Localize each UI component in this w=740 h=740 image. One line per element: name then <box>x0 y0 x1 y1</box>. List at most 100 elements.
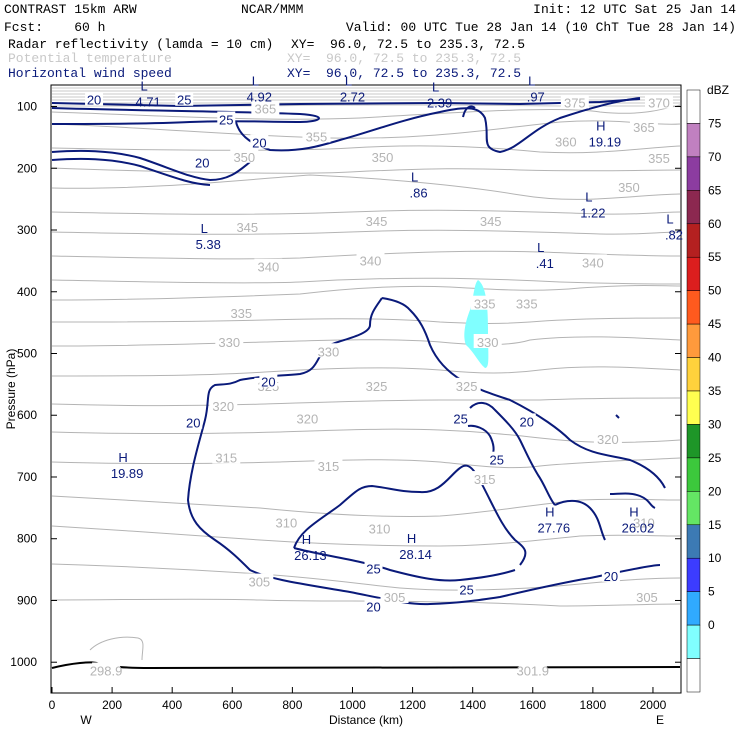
theta-label-bg <box>644 94 673 109</box>
extremum-type: L <box>345 73 352 88</box>
wind-contour-label: 25 <box>366 561 380 576</box>
theta-contour-label: 345 <box>366 214 388 229</box>
y-tick-label: 700 <box>17 470 37 484</box>
colorbar-segment <box>686 591 701 626</box>
theta-label-bg <box>227 304 256 319</box>
theta-label-bg <box>356 252 385 267</box>
wind-label-bg <box>364 560 383 575</box>
wind-label-bg <box>184 414 203 429</box>
wind-contour-labels: 20 25 25 20 20 20 20 25 20 25 25 25 20 20 <box>85 91 620 615</box>
wind-contour-label: 20 <box>186 416 200 431</box>
theta-contour-label: 310 <box>276 515 298 530</box>
y-tick-label: 800 <box>17 532 37 546</box>
theta-contour-label: 330 <box>477 335 499 350</box>
colorbar-segment <box>686 557 701 592</box>
wind-label-bg <box>457 581 476 596</box>
extremum-value: 26.02 <box>622 520 655 535</box>
colorbar-unit: dBZ <box>707 83 729 97</box>
extremum-type: L <box>585 189 592 204</box>
surface-line <box>51 661 681 670</box>
extremum-value: .97 <box>527 89 545 104</box>
wind-contour-label: 20 <box>604 569 618 584</box>
wind-label-bg <box>193 154 212 169</box>
colorbar-segment <box>686 658 701 693</box>
extremum-type: H <box>118 450 127 465</box>
chart-header: CONTRAST 15km ARW NCAR/MMM Init: 12 UTC … <box>4 2 736 81</box>
wind-contour-label: 25 <box>453 411 467 426</box>
extremum-type: H <box>545 504 554 519</box>
wind-contour-label: 20 <box>261 374 275 389</box>
extremum-type: L <box>141 78 148 93</box>
colorbar-label: 25 <box>708 451 722 465</box>
theta-label-bg <box>551 133 580 148</box>
field-name-wind: Horizontal wind speed <box>8 66 172 81</box>
theta-contour-label: 350 <box>233 150 255 165</box>
wind-contour-label: 20 <box>520 414 534 429</box>
x-tick-label: 1200 <box>399 698 426 712</box>
x-tick-label: 600 <box>222 698 242 712</box>
theta-label-bg <box>215 334 244 349</box>
theta-contour-label: 305 <box>636 590 658 605</box>
theta-contour-label: 320 <box>297 412 319 427</box>
theta-label-bg <box>272 514 301 529</box>
wind-label-bg <box>601 567 620 582</box>
theta-contour-label: 340 <box>360 253 382 268</box>
theta-label-bg <box>365 520 394 535</box>
colorbar-label: 5 <box>708 585 715 599</box>
field-xy-wind: XY= 96.0, 72.5 to 235.3, 72.5 <box>287 66 521 81</box>
extremum-type: H <box>629 504 638 519</box>
x-tick-label: 1600 <box>519 698 546 712</box>
x-tick-label: 400 <box>162 698 182 712</box>
theta-label-bg <box>560 94 589 109</box>
colorbar-segment <box>686 624 701 659</box>
theta-label-bg <box>614 179 643 194</box>
colorbar-label: 40 <box>708 351 722 365</box>
colorbar-segment <box>686 491 701 526</box>
extremum-type: H <box>596 118 605 133</box>
extremum-type: L <box>528 73 535 88</box>
theta-label-bg <box>254 258 283 273</box>
colorbar-label: 45 <box>708 317 722 331</box>
theta-contour-label: 310 <box>633 515 655 530</box>
theta-label-bg <box>632 589 661 604</box>
theta-contour-label: 340 <box>257 260 279 275</box>
y-tick-label: 100 <box>17 100 37 114</box>
header-forecast: Fcst: 60 h <box>4 20 105 35</box>
colorbar-segment <box>686 390 701 425</box>
x-tick-label: 200 <box>102 698 122 712</box>
colorbar-label: 30 <box>708 417 722 431</box>
wind-contour-label: 25 <box>489 453 503 468</box>
theta-label-bg <box>362 377 391 392</box>
wind-label-bg <box>250 134 269 149</box>
theta-contour-label: 301.9 <box>516 663 549 678</box>
theta-label-bg <box>473 334 502 349</box>
theta-label-bg <box>380 589 409 604</box>
theta-contour-label: 298.9 <box>90 663 123 678</box>
theta-contour-label: 305 <box>248 575 270 590</box>
theta-label-bg <box>476 212 505 227</box>
theta-label-bg <box>578 254 607 269</box>
colorbar-label: 55 <box>708 250 722 264</box>
colorbar-label: 65 <box>708 183 722 197</box>
colorbar-label: 20 <box>708 484 722 498</box>
extremum-value: 26.13 <box>294 548 327 563</box>
theta-contour-label: 310 <box>369 521 391 536</box>
theta-label-bg <box>293 410 322 425</box>
theta-label-bg <box>314 458 343 473</box>
theta-contour-label: 315 <box>318 459 340 474</box>
colorbar-segment <box>686 357 701 392</box>
colorbar-segment <box>686 223 701 258</box>
theta-contour-labels: 370 375 365 365 360 355 355 350 350 350 345 345 345 3… <box>90 94 673 678</box>
y-tick-label: 500 <box>17 346 37 360</box>
theta-contour-label: 350 <box>618 180 640 195</box>
theta-label-bg <box>518 662 547 677</box>
x-axis: 0 200 400 600 800 1000 1200 1400 1600 1800 2000 <box>49 687 667 712</box>
theta-contour-label: 355 <box>648 151 670 166</box>
x-tick-label: 1000 <box>339 698 366 712</box>
x-axis-label: Distance (km) <box>329 713 403 727</box>
plot-area: 370 375 365 365 360 355 355 350 350 350 345 345 345 3… <box>50 73 683 694</box>
extremum-value: 28.14 <box>399 547 432 562</box>
colorbar-label: 15 <box>708 518 722 532</box>
x-tick-label: 800 <box>282 698 302 712</box>
